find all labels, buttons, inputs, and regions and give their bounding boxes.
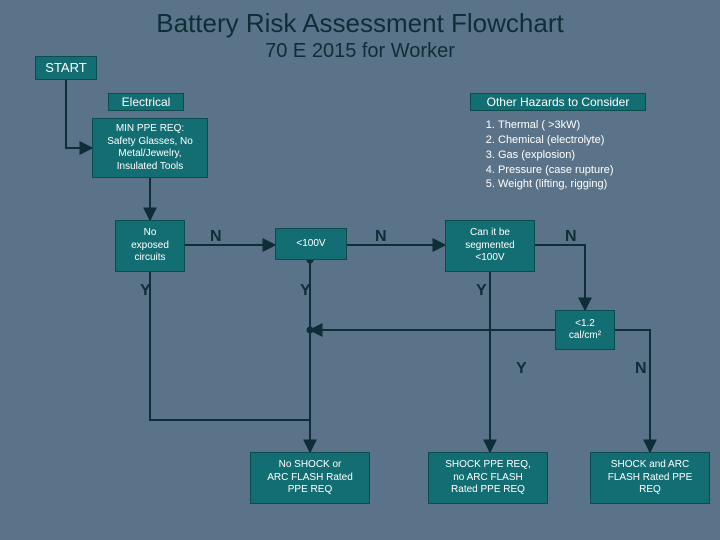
hazards-list: Thermal ( >3kW)Chemical (electrolyte)Gas… <box>480 116 614 192</box>
outcome-shock-only: SHOCK PPE REQ,no ARC FLASHRated PPE REQ <box>428 452 548 504</box>
no-exposed-node: Noexposedcircuits <box>115 220 185 272</box>
label-n1: N <box>210 228 222 246</box>
outcome-no-shock: No SHOCK orARC FLASH RatedPPE REQ <box>250 452 370 504</box>
electrical-heading: Electrical <box>108 93 184 111</box>
lt100v-node: <100V <box>275 228 347 260</box>
hazards-heading: Other Hazards to Consider <box>470 93 646 111</box>
label-y1: Y <box>140 282 151 300</box>
outcome-shock-arc: SHOCK and ARCFLASH Rated PPEREQ <box>590 452 710 504</box>
label-n2: N <box>375 228 387 246</box>
label-n4: N <box>635 360 647 378</box>
start-node: START <box>35 56 97 80</box>
page-subtitle: 70 E 2015 for Worker <box>0 40 720 63</box>
label-n3: N <box>565 228 577 246</box>
cal-node: <1.2cal/cm² <box>555 310 615 350</box>
page-title: Battery Risk Assessment Flowchart <box>0 8 720 39</box>
label-y3: Y <box>476 282 487 300</box>
segmented-node: Can it besegmented<100V <box>445 220 535 272</box>
label-y2: Y <box>300 282 311 300</box>
label-y4: Y <box>516 360 527 378</box>
min-ppe-node: MIN PPE REQ:Safety Glasses, NoMetal/Jewe… <box>92 118 208 178</box>
